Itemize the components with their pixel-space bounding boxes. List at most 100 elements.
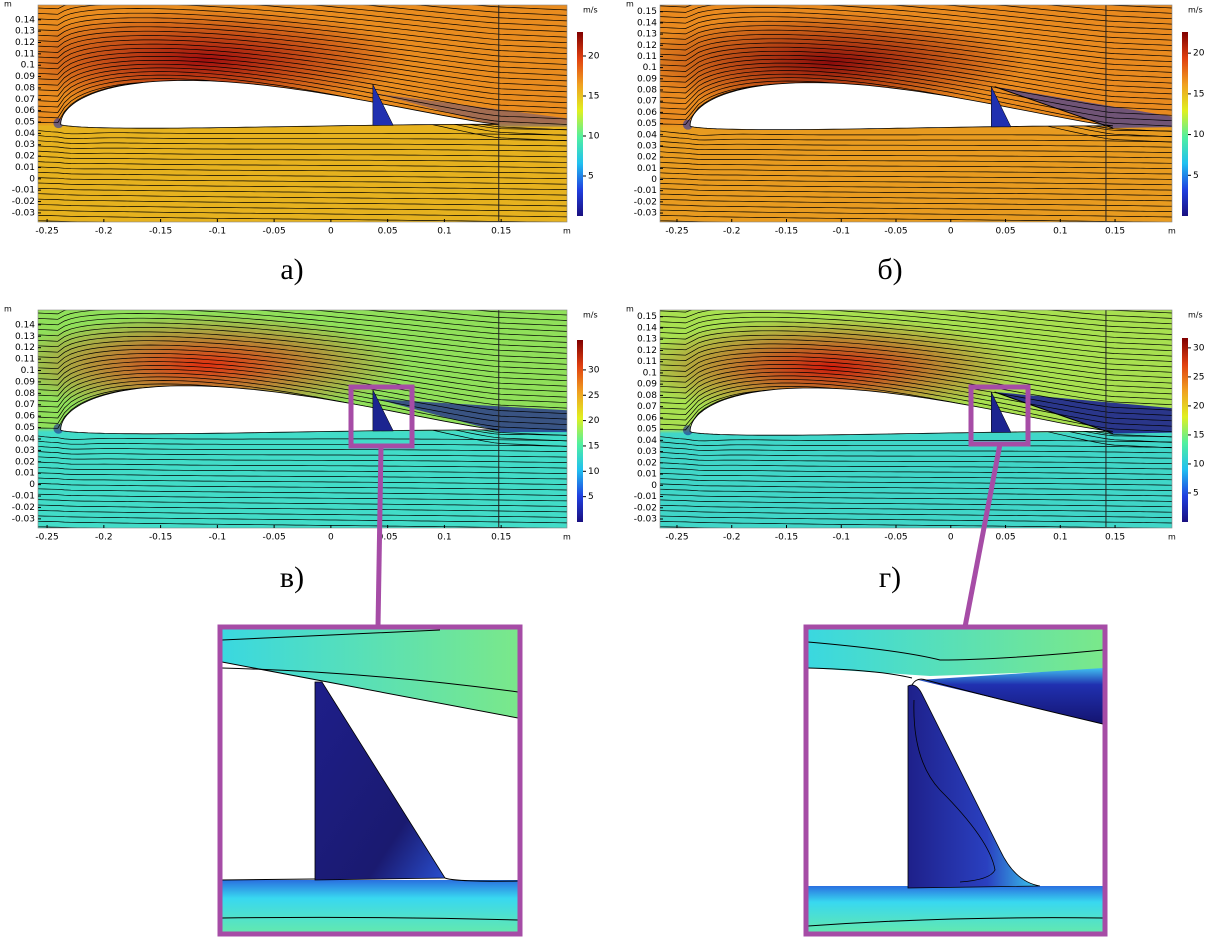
colorbar-tick-label: 15 — [1193, 89, 1204, 99]
streamline — [660, 441, 1172, 448]
streamline — [660, 16, 1172, 52]
streamline — [660, 478, 1172, 486]
x-unit: m — [1168, 227, 1176, 236]
inset-upper-flow — [808, 629, 1103, 676]
y-tick-label: -0.01 — [634, 186, 657, 196]
streamline — [660, 575, 1172, 582]
streamline — [660, 494, 1172, 502]
y-tick-label: 0.1 — [21, 61, 35, 71]
y-unit: m — [626, 305, 634, 314]
x-tick-label: -0.1 — [209, 227, 227, 237]
streamline — [660, 264, 1172, 291]
inset-surface — [222, 661, 518, 719]
x-tick-label: -0.1 — [832, 533, 850, 543]
inset-frame — [803, 624, 1108, 937]
x-tick-label: -0.15 — [149, 227, 172, 237]
x-tick-label: -0.2 — [723, 533, 741, 543]
streamline — [38, 17, 567, 54]
y-tick-label: 0.13 — [15, 332, 35, 342]
streamline — [660, 339, 1172, 379]
streamline — [660, 249, 1172, 275]
inset-streamline — [222, 916, 518, 921]
airfoil — [689, 387, 1113, 436]
streamline — [38, 63, 567, 114]
y-tick-label: 0.07 — [637, 402, 657, 412]
y-tick-label: -0.02 — [634, 197, 657, 207]
y-tick-label: -0.03 — [634, 515, 657, 525]
streamline — [38, 361, 567, 409]
streamline — [660, 50, 1172, 95]
streamline — [38, 52, 567, 98]
colorbar-tick-label: 30 — [1193, 343, 1205, 353]
streamline — [660, 269, 1172, 276]
streamline — [38, 483, 567, 491]
inset-lower-flow — [222, 880, 518, 932]
streamline — [38, 166, 567, 174]
x-tick-label: -0.15 — [775, 227, 798, 237]
inset-lower-flow — [808, 886, 1103, 932]
streamline — [38, 515, 567, 524]
streamline — [660, 34, 1172, 73]
field-plot: -0.25 -0.2 -0.15 -0.1 -0.05 0 0.05 0.1 0.15-0.03… — [4, 0, 600, 286]
streamline — [660, 188, 1172, 196]
y-tick-label: 0.15 — [637, 7, 657, 17]
y-tick-label: 0.13 — [15, 27, 35, 37]
streamline — [1046, 5, 1172, 14]
streamline — [38, 365, 567, 414]
y-tick-label: 0.13 — [637, 30, 657, 40]
y-tick-label: 0 — [29, 174, 35, 184]
y-tick-label: 0.04 — [637, 436, 657, 446]
inset-flap — [907, 684, 1041, 889]
streamline — [660, 343, 1172, 384]
x-tick-label: 0.1 — [1053, 533, 1067, 543]
y-tick-label: 0.08 — [15, 389, 35, 399]
colorbar-tick-label: 10 — [588, 132, 600, 142]
streamline — [38, 67, 567, 120]
y-tick-label: 0.11 — [15, 355, 35, 365]
streamline — [38, 232, 567, 239]
colorbar-tick-label: 20 — [1193, 49, 1205, 59]
streamline — [660, 264, 1172, 271]
colorbar-tick-label: 10 — [1193, 459, 1205, 469]
streamline — [660, 25, 1172, 62]
field-plot: -0.25 -0.2 -0.15 -0.1 -0.05 0 0.05 0.1 0.15-0.03… — [626, 0, 1205, 286]
streamline — [660, 215, 1172, 222]
x-tick-label: 0.05 — [378, 533, 398, 543]
panel-caption: а) — [280, 253, 303, 286]
y-tick-label: 0.1 — [21, 366, 35, 376]
y-tick-label: 0.05 — [15, 118, 35, 128]
streamline — [38, 543, 567, 550]
y-tick-label: 0.06 — [637, 108, 657, 118]
y-tick-label: 0 — [651, 481, 657, 491]
streamline — [660, 356, 1172, 400]
y-tick-label: 0.05 — [15, 423, 35, 433]
y-tick-label: -0.01 — [634, 492, 657, 502]
streamline — [660, 177, 1172, 186]
y-tick-label: 0.14 — [637, 323, 657, 333]
inset-upper-flow — [222, 629, 518, 718]
streamline — [38, 177, 567, 185]
plot-frame — [37, 4, 568, 223]
y-tick-label: 0.1 — [643, 368, 657, 378]
streamline — [38, 313, 567, 349]
field-plot: -0.25 -0.2 -0.15 -0.1 -0.05 0 0.05 0.1 0.15-0.03… — [4, 305, 600, 594]
streamline — [38, 499, 567, 507]
panel-caption: б) — [877, 253, 902, 286]
streamline — [660, 234, 1172, 259]
x-tick-label: -0.05 — [262, 227, 285, 237]
wake — [994, 392, 1172, 434]
x-tick-label: 0 — [948, 533, 954, 543]
y-tick-label: 0.11 — [637, 357, 657, 367]
streamline — [38, 335, 567, 376]
streamline — [38, 331, 567, 371]
x-tick-label: 0.15 — [491, 227, 511, 237]
streamline — [660, 38, 1172, 79]
y-tick-label: 0.02 — [15, 152, 35, 162]
streamline — [660, 259, 1172, 286]
y-tick-label: 0.01 — [637, 164, 657, 174]
y-tick-label: 0.06 — [15, 412, 35, 422]
streamline — [38, 140, 567, 147]
x-tick-label: -0.25 — [665, 227, 688, 237]
x-tick-label: -0.25 — [35, 227, 58, 237]
y-unit: m — [4, 305, 12, 314]
